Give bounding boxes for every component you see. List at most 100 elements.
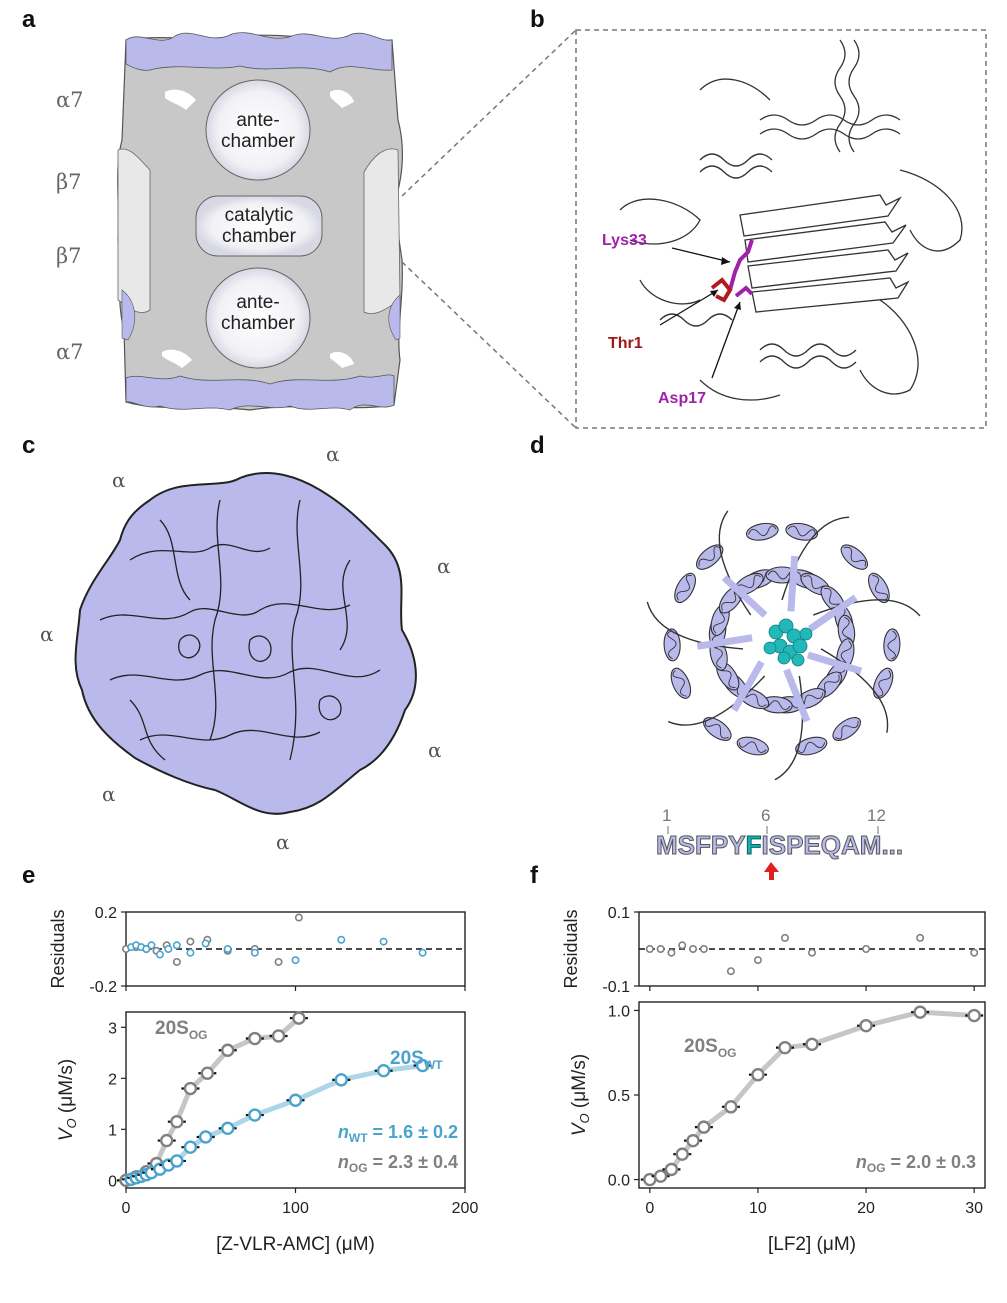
- helix-turns: [761, 700, 791, 710]
- helix-turns: [740, 692, 767, 707]
- fit-curve: [130, 1063, 423, 1182]
- residual-point: [203, 935, 212, 944]
- sequence: MSFPYFISPEQAM...: [656, 830, 904, 861]
- residual-point: [142, 944, 151, 953]
- helix-turns: [797, 692, 824, 708]
- data-point: [664, 1162, 679, 1177]
- helix-segment: [736, 736, 769, 756]
- series-label-subscript: OG: [189, 1028, 208, 1042]
- panel-letter-d: d: [530, 432, 545, 459]
- series-label: 20SOG: [684, 1036, 736, 1060]
- helix-segment: [765, 566, 799, 584]
- residual-axis-label: Residuals: [48, 909, 68, 988]
- helix-segment: [743, 569, 775, 590]
- data-point: [183, 1081, 198, 1096]
- seq-pos-12: 12: [867, 806, 886, 825]
- residual-point: [147, 941, 156, 950]
- hill-coefficient-label: nOG = 2.3 ± 0.4: [338, 1152, 458, 1175]
- loop: [646, 601, 744, 650]
- ytick-label: 0: [108, 1173, 117, 1190]
- strand: [731, 660, 765, 712]
- sequence-residue: Q: [820, 830, 841, 861]
- residual-point: [152, 946, 161, 955]
- series-label-subscript: WT: [424, 1058, 443, 1072]
- residual-point: [186, 937, 195, 946]
- alpha-patch-left: [121, 289, 136, 341]
- helix-segment: [794, 688, 826, 710]
- residual-point: [172, 957, 181, 966]
- xtick-label: 100: [282, 1200, 309, 1217]
- data-point: [139, 1168, 154, 1182]
- series-label-name: 20S: [684, 1036, 718, 1057]
- alpha-label-6: α: [102, 782, 116, 806]
- residual-ytick-label: 0.1: [608, 905, 630, 922]
- residual-ytick-label: -0.2: [89, 979, 117, 996]
- data-point: [967, 1008, 981, 1023]
- residual-point: [142, 944, 151, 953]
- helix-turns: [721, 587, 741, 611]
- helix-segment: [771, 696, 805, 714]
- residue-label-asp17: Asp17: [658, 390, 707, 407]
- beta-edge-left: [117, 148, 151, 313]
- residue-label-lys33: Lys33: [602, 232, 647, 249]
- sequence-residue: M: [656, 830, 679, 861]
- residual-point: [807, 948, 816, 957]
- xtick-label: 30: [965, 1200, 983, 1217]
- residual-point: [862, 944, 871, 953]
- data-point: [288, 1093, 303, 1107]
- residual-point: [689, 944, 698, 953]
- data-point: [220, 1121, 235, 1136]
- data-point: [778, 1040, 792, 1055]
- xtick-label: 200: [452, 1200, 479, 1217]
- loop: [813, 599, 921, 617]
- helix-turns: [773, 700, 803, 711]
- thr1-sticks: [710, 277, 733, 303]
- hill-n-subscript: OG: [867, 1161, 886, 1175]
- hill-n-subscript: OG: [349, 1161, 368, 1175]
- data-point: [170, 1154, 184, 1168]
- helix-turns: [748, 525, 777, 536]
- strand: [783, 668, 811, 723]
- hill-n-subscript: WT: [349, 1131, 368, 1145]
- asp17-sticks: [734, 285, 754, 298]
- residual-point: [132, 943, 141, 952]
- y-axis-label-symbol: V: [56, 1126, 77, 1141]
- helix-turns: [667, 630, 677, 660]
- sequence-residue: P: [786, 830, 804, 861]
- subunit-label-3: β7: [56, 244, 82, 268]
- helix-turns: [835, 720, 859, 740]
- loop: [781, 516, 850, 601]
- helix-turns: [736, 574, 762, 592]
- xtick-label: 0: [645, 1200, 654, 1217]
- alpha-ring-surface: [74, 472, 417, 815]
- data-point: [859, 1018, 873, 1033]
- residual-point: [645, 944, 654, 953]
- plot-frame: [638, 1001, 986, 1189]
- residual-axis-label: Residuals: [561, 909, 581, 988]
- zoom-line-bottom: [401, 261, 577, 429]
- helix-turns: [767, 570, 797, 580]
- hill-n-value: = 2.3 ± 0.4: [368, 1152, 458, 1172]
- data-point: [805, 1037, 819, 1051]
- data-point: [183, 1140, 198, 1154]
- residual-point: [667, 948, 676, 957]
- hill-n-symbol: n: [338, 1152, 349, 1172]
- y-axis-label: VO (μM/s): [56, 1059, 79, 1141]
- residual-axes-frame: [638, 911, 986, 987]
- helix-turns: [676, 575, 692, 601]
- panel-letter-e: e: [22, 862, 36, 889]
- residual-ytick-label: 0.2: [95, 905, 117, 922]
- helix-segment: [721, 671, 748, 699]
- alpha-label-3: α: [437, 554, 451, 578]
- data-point: [751, 1068, 765, 1082]
- helix-segment: [708, 614, 727, 648]
- helix-turns: [672, 670, 687, 697]
- fit-curve: [125, 1016, 301, 1183]
- data-point: [415, 1058, 430, 1073]
- alpha-label-4: α: [40, 622, 54, 646]
- ante-bottom-line1: ante-: [236, 292, 280, 313]
- phe6-spheres: [763, 618, 813, 667]
